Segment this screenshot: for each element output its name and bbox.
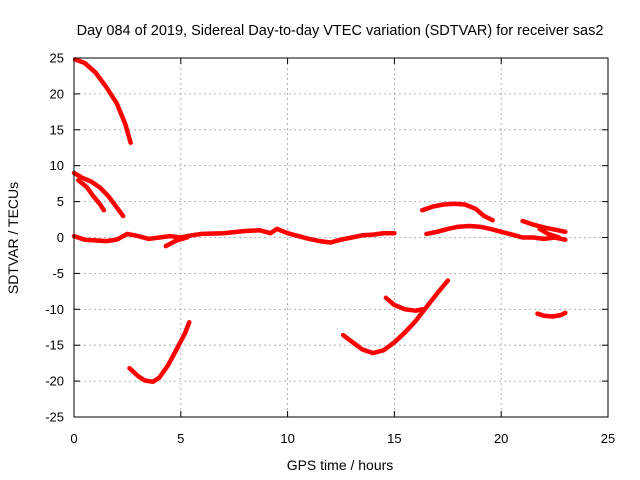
data-series-track-8	[520, 218, 568, 235]
y-tick-label: 20	[50, 86, 64, 101]
y-tick-label: 25	[50, 51, 64, 66]
data-series-track-1	[72, 57, 133, 145]
y-tick-label: -10	[45, 302, 64, 317]
data-series-track-10	[127, 319, 192, 385]
y-tick-label: 10	[50, 158, 64, 173]
x-tick-label: 0	[70, 431, 77, 446]
axis-ticks: 0 5 10 15 20 25 -25 -20 -15 -10 -5 0 5 10 15 20 25	[45, 51, 615, 447]
y-tick-label: -20	[45, 374, 64, 389]
plot-area	[71, 57, 568, 385]
y-axis-label: SDTVAR / TECUs	[5, 182, 21, 294]
x-tick-label: 5	[177, 431, 184, 446]
x-tick-label: 25	[601, 431, 615, 446]
data-series-track-11	[340, 278, 451, 356]
plot-frame	[73, 57, 609, 418]
data-series-track-4	[71, 226, 397, 245]
data-series-track-3	[76, 177, 107, 213]
y-tick-label: 0	[57, 230, 64, 245]
x-tick-label: 20	[494, 431, 508, 446]
x-tick-label: 15	[387, 431, 401, 446]
data-series-track-13	[535, 310, 568, 319]
x-axis-label: GPS time / hours	[287, 457, 394, 473]
data-series-track-9	[537, 226, 562, 240]
y-tick-label: 15	[50, 122, 64, 137]
x-tick-label: 10	[280, 431, 294, 446]
y-tick-label: -15	[45, 338, 64, 353]
chart-title: Day 084 of 2019, Sidereal Day-to-day VTE…	[77, 23, 604, 39]
y-tick-label: -25	[45, 410, 64, 425]
data-series-track-12	[383, 295, 425, 313]
data-series-track-5	[163, 235, 190, 249]
y-tick-label: 5	[57, 194, 64, 209]
data-series-track-2	[71, 170, 126, 219]
data-series-track-6	[424, 223, 568, 242]
y-tick-label: -5	[52, 266, 64, 281]
data-series-track-7	[419, 201, 495, 223]
